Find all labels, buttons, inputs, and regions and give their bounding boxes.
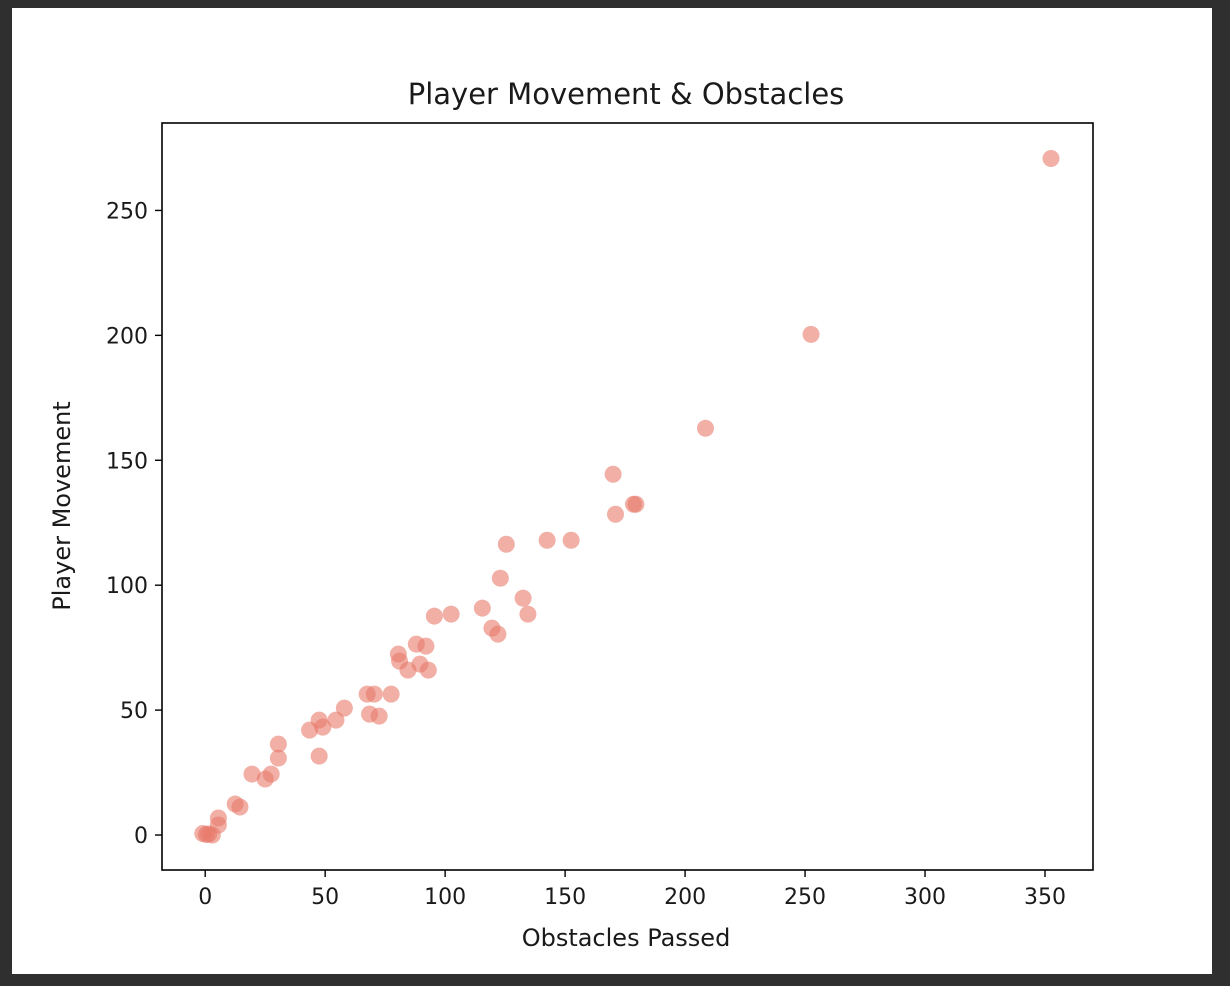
data-point-4 — [607, 506, 624, 523]
data-point-8 — [563, 532, 580, 549]
y-axis-label: Player Movement — [48, 401, 76, 610]
data-point-26 — [366, 686, 383, 703]
data-point-27 — [383, 686, 400, 703]
x-axis-ticks: 0 50 100 150 200 250 300 350 — [198, 870, 1066, 910]
y-tick-label-0: 0 — [134, 824, 148, 849]
data-point-13 — [474, 600, 491, 617]
data-point-0 — [1043, 150, 1060, 167]
x-tick-label-100: 100 — [424, 885, 466, 910]
data-point-12 — [519, 606, 536, 623]
x-tick-label-50: 50 — [311, 885, 339, 910]
y-tick-label-50: 50 — [120, 699, 148, 724]
y-tick-label-150: 150 — [106, 449, 148, 474]
y-tick-label-100: 100 — [106, 574, 148, 599]
data-point-2 — [697, 420, 714, 437]
data-point-16 — [443, 606, 460, 623]
y-tick-label-200: 200 — [106, 324, 148, 349]
data-point-6 — [627, 496, 644, 513]
data-point-19 — [417, 638, 434, 655]
data-point-17 — [426, 608, 443, 625]
scatter-chart: Player Movement & Obstacles 0 50 100 150 200… — [12, 8, 1212, 974]
data-point-24 — [420, 662, 437, 679]
x-tick-label-150: 150 — [544, 885, 586, 910]
chart-figure: Player Movement & Obstacles 0 50 100 150 200… — [12, 8, 1212, 974]
data-point-10 — [492, 570, 509, 587]
data-point-3 — [605, 466, 622, 483]
data-point-35 — [311, 748, 328, 765]
x-axis-label: Obstacles Passed — [522, 924, 731, 952]
data-point-42 — [231, 799, 248, 816]
data-point-48 — [204, 827, 221, 844]
x-tick-label-300: 300 — [904, 885, 946, 910]
y-axis-ticks: 0 50 100 150 200 250 — [106, 199, 162, 849]
plot-frame — [162, 123, 1093, 870]
y-tick-label-250: 250 — [106, 199, 148, 224]
data-point-7 — [539, 532, 556, 549]
chart-title: Player Movement & Obstacles — [408, 77, 845, 111]
x-tick-label-0: 0 — [198, 885, 212, 910]
x-tick-label-250: 250 — [784, 885, 826, 910]
data-point-11 — [515, 590, 532, 607]
data-point-1 — [803, 326, 820, 343]
data-point-15 — [489, 626, 506, 643]
x-tick-label-350: 350 — [1024, 885, 1066, 910]
data-point-29 — [371, 708, 388, 725]
x-tick-label-200: 200 — [664, 885, 706, 910]
data-point-9 — [498, 536, 515, 553]
data-point-37 — [270, 750, 287, 767]
data-point-40 — [257, 771, 274, 788]
points-layer — [194, 150, 1059, 844]
data-point-34 — [301, 722, 318, 739]
